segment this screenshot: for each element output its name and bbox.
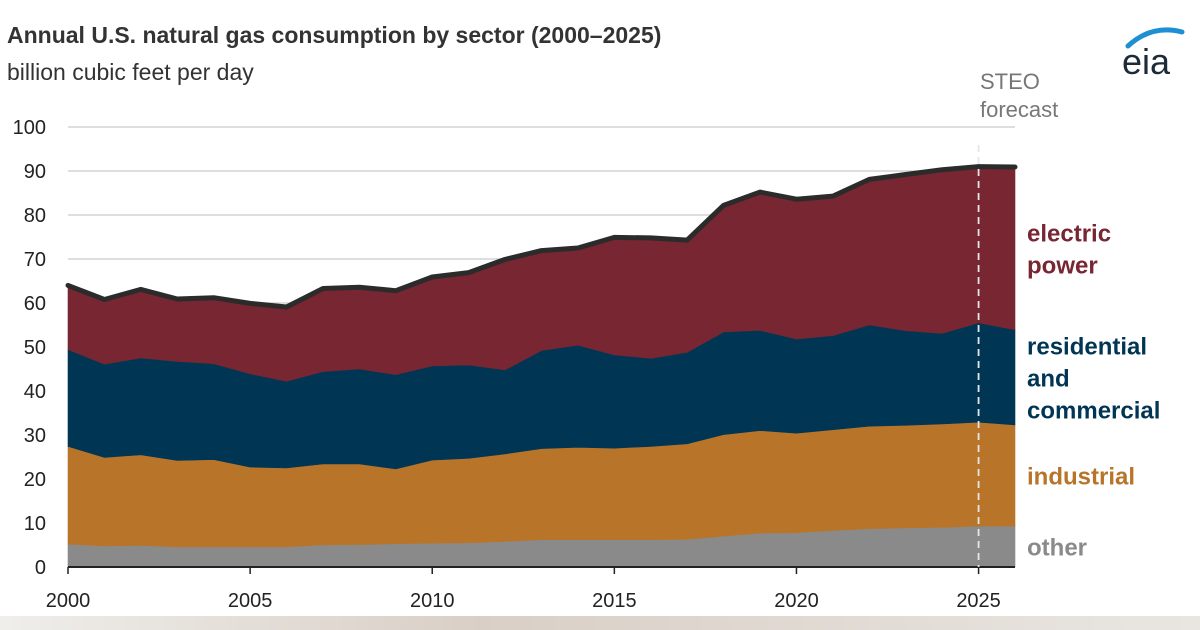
- x-tick-label-2020: 2020: [774, 590, 819, 612]
- y-tick-label-20: 20: [24, 469, 46, 491]
- y-tick-label-0: 0: [35, 557, 46, 579]
- chart-subtitle: billion cubic feet per day: [7, 59, 254, 85]
- eia-logo: eia: [1122, 27, 1185, 82]
- y-tick-label-30: 30: [24, 425, 46, 447]
- y-tick-label-60: 60: [24, 293, 46, 315]
- forecast-annotation: STEO forecast: [977, 69, 1058, 567]
- series-label-industrial-0: industrial: [1027, 463, 1135, 490]
- forecast-label-line-1: forecast: [980, 97, 1058, 122]
- y-tick-label-40: 40: [24, 381, 46, 403]
- x-tick-label-2025: 2025: [956, 590, 1001, 612]
- y-tick-label-90: 90: [24, 161, 46, 183]
- y-tick-label-100: 100: [13, 117, 46, 139]
- eia-logo-text: eia: [1122, 41, 1171, 82]
- series-label-other-0: other: [1027, 535, 1087, 562]
- eia-logo-swoosh: [1125, 27, 1185, 49]
- x-tick-label-2000: 2000: [46, 590, 91, 612]
- stacked-areas: [67, 166, 1016, 568]
- x-tick-label-2010: 2010: [410, 590, 455, 612]
- y-tick-label-70: 70: [24, 249, 46, 271]
- x-tick-label-2015: 2015: [592, 590, 637, 612]
- series-label-electric-power-1: power: [1027, 252, 1098, 279]
- total-line: [65, 164, 1018, 310]
- bottom-strip: [0, 616, 1200, 630]
- series-label-residential-and-commercial-0: residential: [1027, 333, 1147, 360]
- x-tick-label-2005: 2005: [228, 590, 273, 612]
- chart-title: Annual U.S. natural gas consumption by s…: [7, 22, 662, 48]
- series-label-residential-and-commercial-2: commercial: [1027, 397, 1160, 424]
- y-tick-label-10: 10: [24, 513, 46, 535]
- series-labels: other industrial residential and commercial e…: [1027, 220, 1160, 561]
- y-axis-ticks: 0 10 20 30 40 50 60 70 80 90 100: [13, 117, 46, 579]
- y-tick-label-80: 80: [24, 205, 46, 227]
- chart-overlay: [65, 164, 1018, 568]
- series-label-residential-and-commercial-1: and: [1027, 365, 1070, 392]
- series-label-electric-power-0: electric: [1027, 220, 1111, 247]
- y-tick-label-50: 50: [24, 337, 46, 359]
- x-axis-ticks: 2000 2005 2010 2015 2020 2025: [46, 567, 1001, 612]
- forecast-label-line-0: STEO: [980, 69, 1040, 94]
